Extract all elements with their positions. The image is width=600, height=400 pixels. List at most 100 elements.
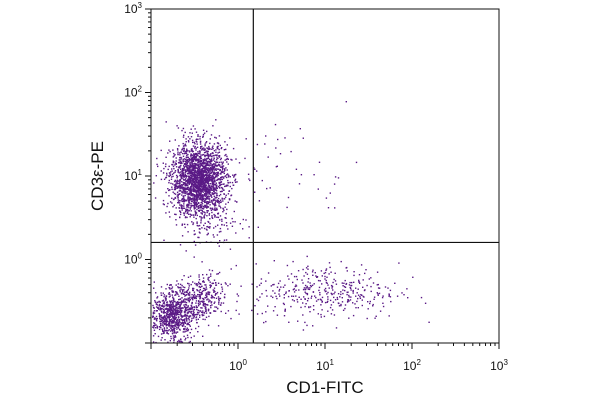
data-point [202, 171, 205, 173]
data-point [218, 245, 220, 247]
data-point [191, 178, 193, 180]
data-point [208, 170, 210, 172]
data-point [210, 301, 213, 303]
data-point [292, 295, 295, 297]
data-point [199, 215, 201, 218]
data-point [189, 332, 191, 334]
data-point [189, 315, 191, 317]
data-point [205, 186, 207, 189]
data-point [311, 295, 313, 297]
data-point [211, 201, 213, 204]
data-point [204, 149, 206, 151]
data-point [193, 316, 195, 318]
data-point [227, 228, 229, 230]
data-point [159, 318, 162, 321]
data-point [207, 198, 210, 200]
data-point [202, 189, 204, 191]
data-point [177, 326, 180, 328]
data-point [216, 207, 218, 209]
data-point [198, 205, 201, 207]
data-point [184, 312, 186, 314]
data-point [199, 301, 201, 303]
data-point [321, 309, 323, 311]
data-point [242, 228, 244, 230]
data-point [174, 164, 176, 166]
data-point [186, 154, 188, 157]
data-point [361, 304, 363, 307]
data-point [181, 198, 184, 200]
data-point [208, 293, 210, 296]
data-point [303, 296, 305, 298]
data-point [171, 202, 173, 204]
data-point [202, 170, 204, 172]
data-point [224, 175, 227, 177]
data-point [193, 207, 195, 209]
data-point [211, 196, 213, 198]
data-point [184, 322, 187, 324]
data-point [209, 201, 211, 203]
data-point [199, 171, 201, 173]
data-point [249, 179, 251, 182]
data-point [195, 204, 197, 206]
data-point [306, 300, 309, 302]
data-point [174, 154, 176, 156]
data-point [356, 300, 358, 303]
data-point [354, 303, 356, 305]
data-point [176, 310, 178, 312]
data-point [175, 219, 177, 221]
data-point [189, 199, 191, 201]
data-point [205, 295, 208, 297]
data-point [180, 200, 182, 202]
data-point [181, 324, 183, 327]
data-point [206, 147, 209, 150]
data-point [155, 315, 158, 318]
data-point [209, 300, 211, 302]
data-point [182, 147, 184, 150]
data-point [203, 312, 206, 314]
data-point [190, 167, 192, 169]
data-point [177, 293, 179, 296]
data-point [205, 297, 207, 299]
data-point [183, 319, 185, 321]
data-point [219, 219, 221, 221]
data-point [355, 287, 357, 289]
data-point [212, 166, 214, 168]
data-point [224, 206, 226, 208]
data-point [191, 193, 193, 195]
data-point [217, 142, 220, 145]
data-point [192, 299, 194, 301]
data-point [165, 321, 167, 323]
data-point [194, 128, 196, 130]
data-point [208, 214, 210, 216]
data-point [198, 294, 200, 296]
data-point [290, 150, 292, 153]
data-point [207, 206, 210, 208]
data-point [207, 156, 209, 158]
data-point [214, 294, 216, 296]
data-point [216, 273, 218, 275]
data-point [179, 152, 181, 154]
data-point [283, 315, 286, 317]
data-point [216, 154, 218, 156]
data-point [278, 288, 281, 291]
data-point [213, 167, 215, 169]
data-point [209, 168, 211, 170]
data-point [177, 127, 180, 129]
data-point [331, 285, 334, 288]
data-point [165, 315, 168, 317]
data-point [200, 220, 202, 222]
data-point [197, 293, 199, 296]
data-point [175, 316, 178, 319]
data-point [193, 296, 196, 299]
data-point [169, 216, 171, 218]
data-point [187, 318, 189, 320]
data-point [176, 304, 178, 307]
data-point [173, 305, 176, 308]
data-point [212, 189, 214, 191]
data-point [307, 268, 309, 270]
data-point [194, 166, 196, 168]
data-point [205, 151, 207, 153]
data-point [167, 333, 170, 335]
data-point [218, 181, 220, 184]
data-point [195, 165, 197, 167]
